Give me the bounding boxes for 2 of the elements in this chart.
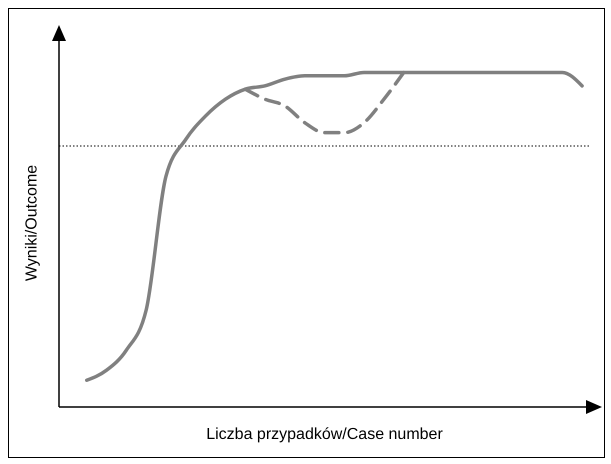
x-axis-title: Liczba przypadków/Case number — [206, 426, 444, 443]
y-axis-title: Wyniki/Outcome — [24, 164, 41, 282]
